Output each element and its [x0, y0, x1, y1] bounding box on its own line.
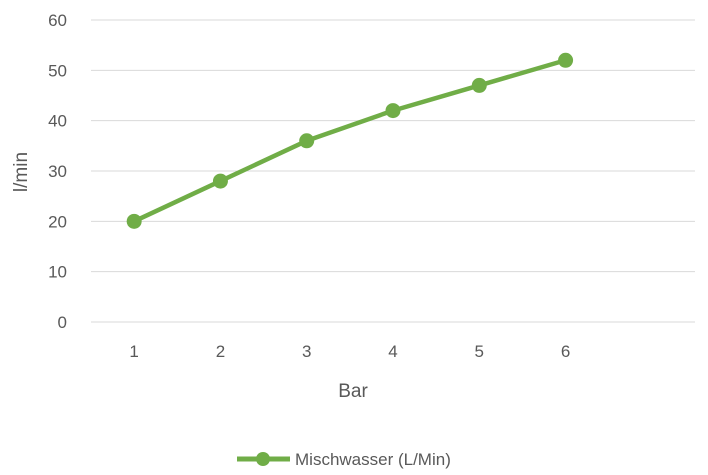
y-tick-label: 20	[48, 212, 67, 231]
legend-marker-swatch	[256, 452, 270, 466]
y-tick-label: 60	[48, 11, 67, 30]
x-tick-label: 4	[388, 342, 397, 361]
x-axis-ticks: 1 2 3 4 5 6	[129, 342, 570, 361]
y-tick-label: 30	[48, 162, 67, 181]
y-axis-title: l/min	[11, 152, 32, 192]
y-tick-label: 0	[58, 313, 67, 332]
data-point-marker	[126, 213, 142, 229]
y-tick-label: 40	[48, 112, 67, 131]
legend-label: Mischwasser (L/Min)	[295, 450, 451, 469]
x-axis-title: Bar	[338, 381, 368, 402]
data-point-marker	[558, 52, 574, 68]
x-tick-label: 3	[302, 342, 311, 361]
data-point-marker	[471, 77, 487, 93]
series-layer	[126, 52, 574, 229]
y-tick-label: 10	[48, 263, 67, 282]
x-tick-label: 5	[475, 342, 484, 361]
y-axis-ticks: 0 10 20 30 40 50 60	[48, 11, 67, 332]
legend: Mischwasser (L/Min)	[237, 450, 451, 469]
data-point-marker	[212, 173, 228, 189]
x-tick-label: 6	[561, 342, 570, 361]
y-tick-label: 50	[48, 61, 67, 80]
data-point-marker	[385, 103, 401, 119]
series-line	[131, 58, 568, 224]
data-point-marker	[299, 133, 315, 149]
gridlines	[91, 19, 695, 323]
x-tick-label: 2	[216, 342, 225, 361]
x-tick-label: 1	[129, 342, 138, 361]
